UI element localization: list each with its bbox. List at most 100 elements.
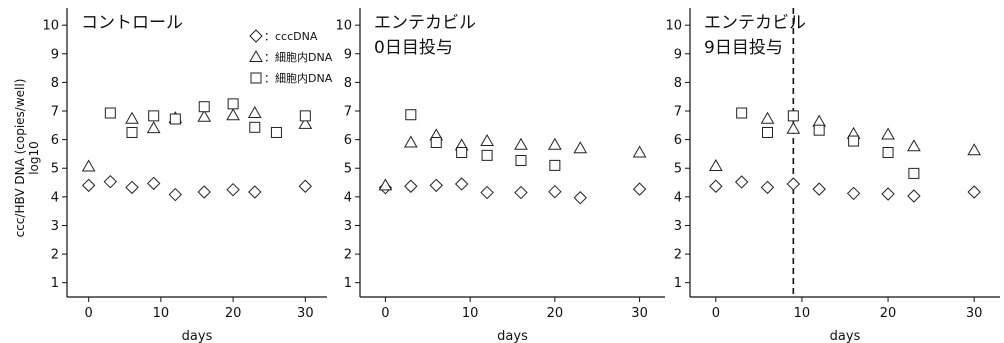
y-tick-label: 8 — [344, 76, 352, 91]
y-tick-label: 6 — [344, 133, 352, 148]
panel-title: コントロール — [81, 13, 183, 33]
x-tick-label: 20 — [225, 306, 242, 321]
triangle-point — [573, 141, 588, 154]
legend-label: ：細胞内DNA — [264, 71, 333, 85]
square-point — [126, 126, 138, 138]
triangle-point — [247, 106, 262, 119]
diamond-point — [632, 182, 647, 196]
triangle-point — [632, 145, 647, 158]
triangle-point — [514, 137, 528, 150]
square-point — [481, 149, 493, 161]
y-tick-label: 2 — [674, 248, 682, 263]
y-tick-label: 7 — [674, 105, 682, 120]
square-point — [549, 159, 561, 171]
square-point — [848, 135, 860, 147]
diamond-point — [146, 176, 161, 191]
square-point — [736, 107, 748, 119]
series-triangle — [81, 106, 313, 172]
triangle-point — [812, 114, 827, 127]
series-triangle — [378, 128, 647, 191]
diamond-point — [514, 185, 528, 200]
y-tick-label: 9 — [674, 47, 682, 62]
series-square — [405, 109, 561, 171]
triangle-point — [125, 111, 139, 124]
triangle-point — [197, 109, 212, 122]
x-tick-label: 0 — [381, 306, 389, 321]
square-point — [882, 147, 894, 158]
triangle-point — [298, 116, 313, 129]
triangle-point — [760, 111, 775, 124]
y-tick-label: 5 — [51, 162, 59, 177]
series-square — [104, 98, 311, 138]
triangle-point — [81, 159, 96, 172]
diamond-point — [881, 187, 895, 201]
y-tick-label: 6 — [674, 133, 682, 148]
x-tick-label: 10 — [462, 306, 479, 321]
y-tick-label: 10 — [335, 19, 352, 34]
series-diamond — [81, 174, 313, 202]
legend-triangle-icon — [249, 49, 263, 62]
y-tick-label: 7 — [344, 105, 352, 120]
square-point — [813, 124, 825, 136]
diamond-point — [454, 177, 469, 191]
diamond-point — [168, 187, 183, 202]
diamond-point — [226, 182, 240, 197]
y-tick-label: 2 — [344, 248, 352, 263]
x-tick-label: 20 — [880, 306, 897, 321]
series-triangle — [708, 111, 982, 171]
square-point — [515, 155, 527, 167]
square-point — [148, 110, 160, 122]
y-tick-label: 9 — [51, 47, 59, 62]
y-tick-label: 3 — [674, 219, 682, 234]
x-tick-label: 30 — [966, 306, 983, 321]
legend-square-icon — [250, 72, 262, 84]
panel-1: 1 2 3 4 5 6 7 8 9 10 0 10 20 30 days コントロール — [42, 8, 327, 343]
diamond-point — [786, 177, 801, 191]
diamond-point — [734, 175, 749, 189]
y-tick-label: 9 — [344, 47, 352, 62]
panel-title: 0日目投与 — [374, 38, 453, 58]
triangle-point — [907, 139, 921, 152]
panel-2: 1 2 3 4 5 6 7 8 9 10 0 10 20 30 days エンテカビル 0日目投与 — [335, 8, 665, 343]
x-tick-label: 0 — [712, 306, 720, 321]
square-point — [787, 110, 799, 122]
y-tick-label: 1 — [344, 276, 352, 291]
diamond-point — [404, 179, 418, 193]
square-point — [198, 101, 210, 113]
x-axis-title: days — [182, 329, 213, 343]
y-tick-label: 1 — [674, 276, 682, 291]
diamond-point — [760, 180, 775, 195]
series-diamond — [709, 175, 981, 203]
triangle-point — [881, 127, 895, 140]
y-tick-label: 8 — [51, 76, 59, 91]
y-tick-label: 4 — [344, 190, 352, 205]
square-point — [299, 110, 311, 122]
y-tick-label: 6 — [51, 133, 59, 148]
diamond-point — [81, 178, 96, 193]
y-axis-title: ccc/HBV DNA (copies/well) log10 — [13, 79, 41, 238]
diamond-point — [709, 179, 723, 193]
square-point — [227, 98, 239, 110]
y-tick-label: 4 — [674, 190, 682, 205]
panel-3: 1 2 3 4 5 6 7 8 9 10 0 10 20 30 days エンテカビル 9日目投与 — [665, 8, 1000, 343]
triangle-point — [480, 134, 494, 147]
square-point — [405, 109, 417, 121]
triangle-point — [146, 121, 161, 134]
triangle-point — [226, 108, 240, 121]
legend-item: ：cccDNA — [249, 29, 318, 43]
triangle-point — [708, 158, 723, 171]
y-tick-label: 4 — [51, 190, 59, 205]
diamond-point — [125, 180, 139, 195]
triangle-point — [967, 143, 982, 156]
diamond-point — [548, 184, 562, 199]
y-tick-label: 10 — [42, 19, 59, 34]
triangle-point — [378, 178, 393, 191]
diamond-point — [429, 178, 443, 193]
diamond-point — [846, 186, 861, 201]
diamond-point — [248, 185, 262, 199]
y-tick-label: 5 — [674, 162, 682, 177]
square-point — [430, 136, 442, 148]
square-point — [169, 113, 181, 125]
diamond-point — [197, 185, 211, 199]
